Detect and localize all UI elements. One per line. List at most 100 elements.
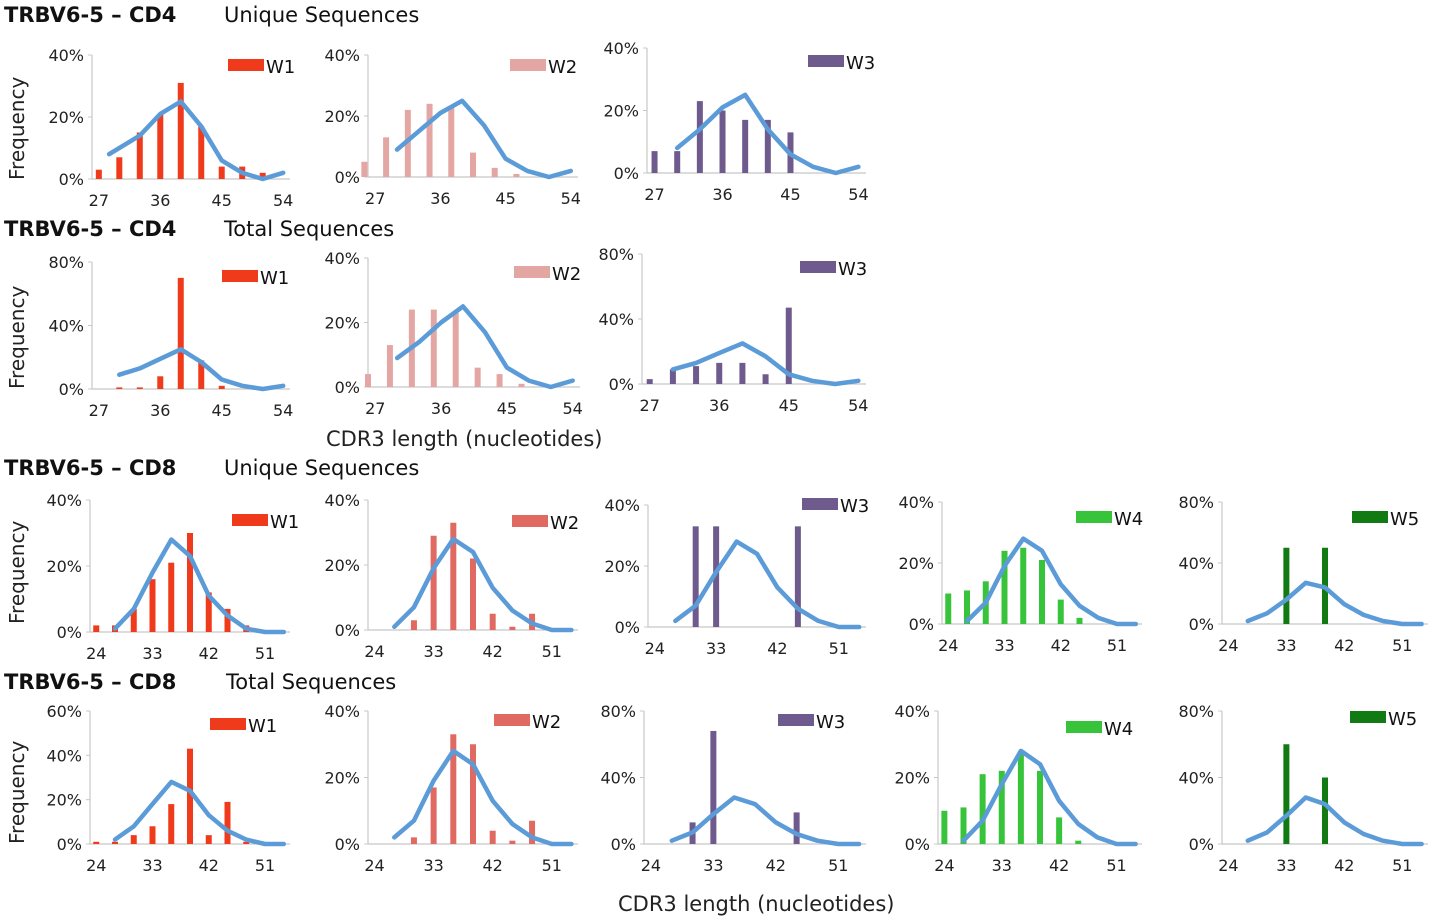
x-tick-label: 36 — [712, 185, 732, 204]
bar — [692, 526, 699, 627]
x-tick-label: 51 — [828, 856, 848, 875]
y-tick-label: 20% — [324, 769, 360, 788]
bar — [1283, 547, 1290, 624]
x-tick-label: 54 — [561, 189, 581, 208]
fit-line — [964, 536, 1139, 627]
x-tick-label: 45 — [779, 396, 799, 415]
bar — [383, 137, 390, 177]
fit-line — [674, 92, 861, 176]
y-tick-label: 20% — [46, 791, 82, 810]
bar — [1020, 547, 1027, 624]
legend-label: W2 — [550, 513, 579, 534]
bar — [998, 770, 1005, 844]
x-tick-label: 27 — [89, 191, 109, 210]
legend-swatch — [228, 59, 264, 71]
y-axis-label-row2: Frequency — [5, 286, 29, 389]
y-tick-label: 60% — [46, 702, 82, 721]
x-tick-label: 45 — [497, 399, 517, 418]
x-tick-label: 51 — [542, 856, 562, 875]
chart-panel-4: 0% 40% 80% 27 36 45 54 W1 — [48, 253, 293, 420]
x-tick-label: 42 — [199, 856, 219, 875]
x-tick-label: 54 — [563, 399, 583, 418]
bar — [470, 152, 476, 177]
x-tick-label: 42 — [1334, 856, 1354, 875]
bar — [509, 840, 516, 844]
bar — [1322, 777, 1328, 844]
x-tick-label: 36 — [150, 401, 170, 420]
y-tick-label: 0% — [614, 164, 639, 183]
bar — [669, 369, 676, 384]
bar — [112, 841, 118, 844]
bar — [224, 608, 231, 632]
bar — [177, 82, 184, 179]
legend-swatch — [494, 714, 530, 726]
bar — [762, 374, 769, 384]
bar — [95, 169, 102, 179]
bar — [474, 367, 481, 387]
bar — [168, 804, 175, 844]
x-tick-label: 33 — [1276, 856, 1296, 875]
bar — [410, 837, 417, 844]
bar — [116, 387, 123, 389]
legend-label: W2 — [532, 712, 561, 733]
chart-panel-14: 0% 40% 80% 24 33 42 51 W3 — [600, 702, 866, 875]
bar — [693, 366, 700, 384]
x-tick-label: 33 — [703, 856, 723, 875]
bar — [426, 103, 433, 177]
legend-swatch — [512, 515, 548, 527]
bar — [450, 522, 457, 630]
x-tick-label: 51 — [1107, 636, 1127, 655]
x-tick-label: 54 — [273, 401, 293, 420]
x-tick-label: 42 — [766, 856, 786, 875]
bar — [1001, 550, 1008, 624]
legend-swatch — [1350, 711, 1386, 723]
x-tick-label: 51 — [1392, 856, 1412, 875]
y-tick-label: 20% — [603, 102, 639, 121]
bar — [136, 132, 143, 179]
bar — [218, 385, 225, 389]
axis-frame — [641, 254, 866, 385]
legend-swatch — [514, 266, 550, 278]
chart-panel-10: 0% 20% 40% 24 33 42 51 W4 — [898, 493, 1143, 655]
x-tick-label: 54 — [273, 191, 293, 210]
x-tick-label: 51 — [1392, 636, 1412, 655]
legend-label: W1 — [248, 716, 277, 737]
x-tick-label: 45 — [212, 191, 232, 210]
bar — [430, 787, 437, 844]
section-subtitle-cd4-unique: Unique Sequences — [224, 3, 419, 27]
y-tick-label: 0% — [609, 375, 634, 394]
fit-line — [117, 347, 286, 392]
y-tick-label: 0% — [615, 618, 640, 637]
legend-swatch — [210, 718, 246, 730]
bar — [157, 113, 164, 179]
fit-line — [670, 341, 861, 387]
legend-label: W3 — [838, 259, 867, 280]
legend-label: W4 — [1104, 719, 1133, 740]
chart-panel-8: 0% 20% 40% 24 33 42 51 W2 — [324, 491, 579, 661]
section-title-cd4-total: TRBV6-5 – CD4 — [4, 217, 176, 241]
y-tick-label: 20% — [894, 769, 930, 788]
legend-swatch — [222, 270, 258, 282]
y-tick-label: 40% — [46, 491, 82, 510]
bar — [1076, 617, 1083, 624]
bar — [430, 535, 437, 630]
section-title-cd8-unique: TRBV6-5 – CD8 — [4, 456, 176, 480]
bar — [696, 101, 703, 173]
y-tick-label: 40% — [603, 39, 639, 58]
y-axis-label-row3: Frequency — [5, 521, 29, 624]
x-tick-label: 51 — [255, 644, 275, 663]
chart-panel-7: 0% 20% 40% 24 33 42 51 W1 — [46, 491, 299, 663]
bar — [518, 383, 525, 387]
bar — [130, 835, 137, 844]
y-tick-label: 20% — [324, 556, 360, 575]
x-tick-label: 45 — [212, 401, 232, 420]
x-tick-label: 42 — [1049, 856, 1069, 875]
y-tick-label: 40% — [48, 46, 84, 65]
y-tick-label: 80% — [1178, 493, 1214, 512]
bar — [149, 579, 156, 632]
y-tick-label: 40% — [898, 493, 934, 512]
bar — [646, 379, 653, 384]
bar — [793, 812, 800, 844]
bar — [1057, 599, 1064, 624]
y-tick-label: 40% — [1178, 769, 1214, 788]
